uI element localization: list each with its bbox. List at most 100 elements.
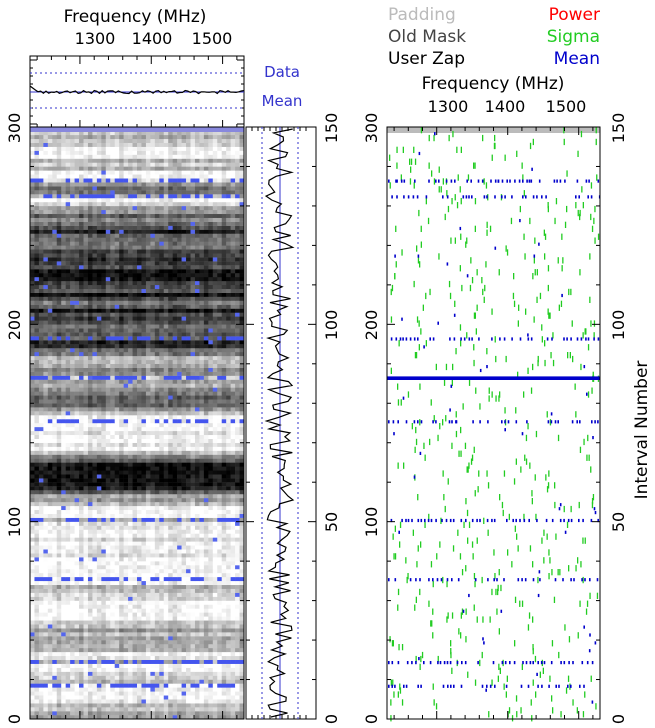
waterfall-cell xyxy=(119,521,124,526)
waterfall-cell xyxy=(30,707,35,712)
waterfall-cell xyxy=(56,438,62,443)
waterfall-cell xyxy=(199,541,205,546)
waterfall-cell xyxy=(172,517,178,522)
waterfall-cell xyxy=(79,612,84,617)
waterfall-cell xyxy=(226,537,231,542)
waterfall-cell xyxy=(177,355,182,361)
waterfall-cell xyxy=(217,344,223,349)
waterfall-cell xyxy=(217,458,223,463)
waterfall-cell xyxy=(47,332,53,337)
waterfall-cell xyxy=(239,415,245,420)
waterfall-cell xyxy=(203,699,209,704)
waterfall-cell xyxy=(30,312,35,317)
waterfall-cell xyxy=(186,442,191,447)
waterfall-cell xyxy=(87,624,93,629)
waterfall-cell xyxy=(83,470,89,475)
waterfall-cell xyxy=(96,580,102,586)
waterfall-cell xyxy=(105,529,111,534)
waterfall-cell xyxy=(34,494,40,499)
waterfall-cell xyxy=(30,434,35,439)
waterfall-cell xyxy=(168,533,173,538)
waterfall-cell xyxy=(172,509,178,514)
waterfall-cell xyxy=(119,632,124,637)
waterfall-cell xyxy=(96,355,102,361)
waterfall-cell xyxy=(119,426,124,432)
waterfall-cell xyxy=(123,632,129,637)
waterfall-cell xyxy=(235,691,240,696)
waterfall-cell xyxy=(105,505,111,511)
waterfall-cell xyxy=(154,703,160,708)
waterfall-cell xyxy=(212,426,218,432)
waterfall-cell xyxy=(235,659,240,664)
waterfall-cell xyxy=(163,351,169,357)
waterfall-cell xyxy=(110,509,116,514)
waterfall-cell xyxy=(123,565,129,570)
waterfall-cell xyxy=(163,651,169,657)
waterfall-cell xyxy=(150,454,156,459)
waterfall-cell xyxy=(92,423,98,428)
waterfall-cell xyxy=(83,328,89,333)
waterfall-cell xyxy=(52,707,58,712)
waterfall-cell xyxy=(101,466,107,471)
waterfall-cell xyxy=(221,679,227,684)
waterfall-cell xyxy=(123,588,129,593)
waterfall-cell xyxy=(239,715,245,720)
waterfall-cell xyxy=(212,454,218,459)
waterfall-cell xyxy=(79,517,84,522)
waterfall-cell xyxy=(177,695,182,700)
waterfall-cell xyxy=(181,316,187,321)
waterfall-cell xyxy=(141,659,147,664)
waterfall-cell xyxy=(194,683,200,688)
waterfall-cell xyxy=(159,572,165,578)
waterfall-cell xyxy=(38,446,44,451)
waterfall-cell xyxy=(177,691,182,696)
waterfall-cell xyxy=(119,616,124,621)
waterfall-cell xyxy=(96,391,102,396)
waterfall-cell xyxy=(137,446,142,451)
waterfall-cell xyxy=(119,711,124,716)
waterfall-cell xyxy=(190,517,196,522)
waterfall-cell xyxy=(212,336,218,341)
waterfall-cell xyxy=(96,517,102,522)
waterfall-cell xyxy=(123,667,129,672)
waterfall-cell xyxy=(65,675,71,680)
waterfall-cell xyxy=(230,521,236,526)
waterfall-cell xyxy=(38,533,44,538)
waterfall-cell xyxy=(30,462,35,467)
waterfall-cell xyxy=(181,407,187,412)
waterfall-cell xyxy=(52,711,58,716)
waterfall-cell xyxy=(226,549,231,554)
waterfall-cell xyxy=(30,466,35,471)
waterfall-cell xyxy=(43,541,49,546)
waterfall-cell xyxy=(96,553,102,558)
waterfall-cell xyxy=(114,316,120,321)
waterfall-cell xyxy=(105,438,111,443)
waterfall-cell xyxy=(212,363,218,368)
waterfall-cell xyxy=(79,695,84,700)
waterfall-cell xyxy=(145,470,151,475)
waterfall-cell xyxy=(52,383,58,388)
waterfall-cell xyxy=(79,588,84,593)
waterfall-cell xyxy=(177,320,182,325)
waterfall-cell xyxy=(92,513,98,518)
waterfall-cell xyxy=(172,588,178,593)
waterfall-cell xyxy=(74,640,80,645)
waterfall-cell xyxy=(239,466,245,471)
waterfall-cell xyxy=(177,553,182,558)
waterfall-cell xyxy=(226,375,231,380)
waterfall-cell xyxy=(177,588,182,593)
waterfall-cell xyxy=(181,561,187,566)
waterfall-cell xyxy=(30,525,35,530)
waterfall-cell xyxy=(70,355,75,361)
waterfall-cell xyxy=(230,355,236,361)
waterfall-cell xyxy=(114,521,120,526)
waterfall-cell xyxy=(110,415,116,420)
waterfall-cell xyxy=(230,501,236,507)
waterfall-cell xyxy=(123,592,129,597)
waterfall-cell xyxy=(56,450,62,455)
waterfall-cell xyxy=(56,478,62,483)
waterfall-cell xyxy=(186,509,191,514)
waterfall-cell xyxy=(38,312,44,317)
waterfall-cell xyxy=(203,592,209,597)
waterfall-cell xyxy=(105,486,111,491)
